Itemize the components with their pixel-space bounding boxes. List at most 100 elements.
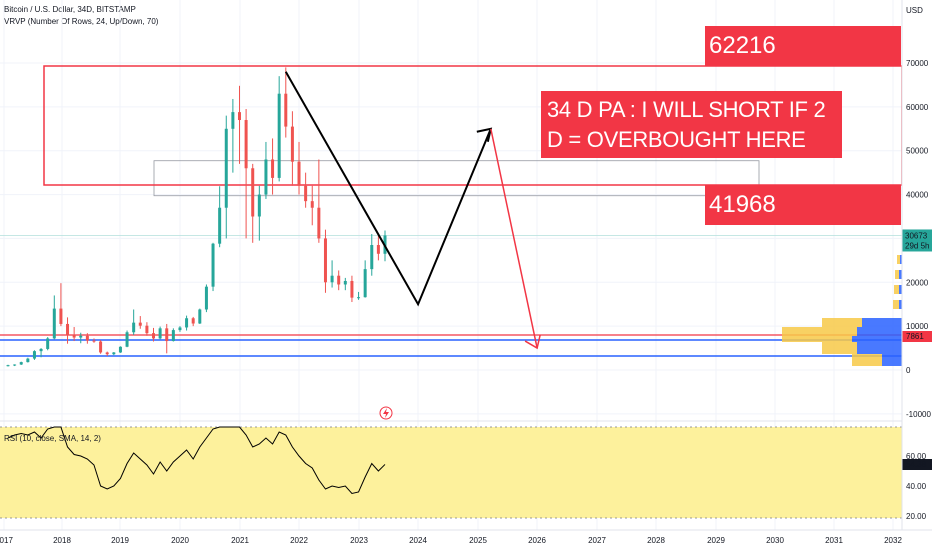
volume-bar-down (857, 342, 902, 354)
candle (257, 194, 261, 217)
candle (290, 126, 294, 162)
volume-bar-down (857, 327, 902, 336)
candle (132, 322, 136, 333)
year-tick-label: 2025 (469, 536, 487, 545)
year-tick-label: 2023 (350, 536, 368, 545)
drawings (284, 71, 541, 350)
volume-profile (782, 255, 902, 366)
indicator-label[interactable]: VRVP (Number Of Rows, 24, Up/Down, 70) (4, 17, 159, 26)
projection-path (284, 71, 492, 307)
lower-price-text: 7861 (906, 332, 924, 341)
candle (198, 309, 202, 324)
price-tick-label: 20000 (906, 278, 929, 287)
top-level-label: 62216 (705, 26, 901, 66)
rsi-tick-label: 20.00 (906, 512, 927, 521)
candle (224, 128, 228, 208)
year-tick-label: 2029 (707, 536, 725, 545)
price-tick-label: 40000 (906, 191, 929, 200)
candle (264, 159, 268, 195)
candle (6, 365, 10, 367)
year-tick-label: 2028 (647, 536, 665, 545)
volume-bar-up (897, 255, 900, 264)
volume-bar-up (782, 336, 852, 342)
candle (52, 308, 56, 339)
time-axis[interactable]: 2017 2018 2019 2020 2021 2022 2023 2024 2025 2026… (0, 529, 932, 550)
candle (99, 341, 103, 353)
current-price-text: 30673 (905, 231, 928, 240)
rsi-value-text: 54.38 (906, 460, 927, 469)
volume-bar-down (882, 354, 902, 366)
candle (112, 352, 116, 355)
candle (105, 352, 109, 355)
candle (304, 185, 308, 202)
volume-bar-up (822, 342, 857, 354)
candle (284, 93, 288, 127)
candle (66, 323, 70, 335)
candle (79, 335, 83, 338)
year-tick-label: 2021 (231, 536, 249, 545)
candle (59, 308, 63, 324)
candle (191, 318, 195, 324)
rsi-tick-label: 60.00 (906, 452, 927, 461)
volume-bar-up (782, 327, 857, 336)
candle (165, 328, 169, 342)
candle (118, 346, 122, 353)
volume-bar-up (822, 318, 862, 327)
grey-box (153, 160, 760, 197)
candle (271, 159, 275, 178)
year-tick-label: 2032 (884, 536, 902, 545)
candle (32, 351, 36, 359)
price-tick-label: 10000 (906, 322, 929, 331)
candle (376, 245, 380, 254)
price-tick-label: 50000 (906, 147, 929, 156)
candle (310, 201, 314, 208)
candle (363, 269, 367, 298)
candle (204, 286, 208, 310)
candle (138, 322, 142, 326)
current-price-tag (902, 229, 932, 252)
year-tick-label: 2017 (0, 536, 13, 545)
candle (46, 338, 50, 349)
candle (19, 362, 23, 365)
candle (357, 297, 361, 299)
candle (125, 332, 129, 347)
volume-bar-down (899, 285, 902, 294)
candle (171, 330, 175, 342)
price-axis[interactable]: 700006000050000400003000020000100000-100… (901, 0, 932, 530)
time-axis-bg (0, 530, 932, 550)
bottom-level-label: 41968 (705, 185, 901, 225)
candle (218, 207, 222, 244)
year-tick-label: 2022 (290, 536, 308, 545)
rsi-tick-label: 40.00 (906, 482, 927, 491)
rsi-value-tag (902, 459, 932, 470)
candle (244, 120, 248, 169)
rsi-band (0, 427, 902, 518)
volume-bar-down (900, 255, 902, 264)
lower-price-tag (902, 331, 932, 342)
chart-header: Bitcoin / U.S. Dollar, 34D, BITSTAMP VRV… (4, 4, 158, 28)
candle (330, 275, 334, 283)
year-tick-label: 2024 (409, 536, 427, 545)
year-tick-label: 2019 (111, 536, 129, 545)
candle (13, 364, 17, 366)
candle (251, 168, 255, 217)
candle (277, 93, 281, 178)
candle (323, 238, 327, 283)
candle (317, 207, 321, 239)
currency-label: USD (906, 6, 923, 15)
candle (211, 243, 215, 287)
lightning-icon[interactable] (379, 406, 393, 420)
volume-bar-up (895, 270, 899, 279)
candle (297, 161, 301, 186)
price-tick-label: -10000 (906, 410, 931, 419)
volume-bar-down (862, 318, 902, 327)
price-tick-label: 60000 (906, 103, 929, 112)
symbol-title[interactable]: Bitcoin / U.S. Dollar, 34D, BITSTAMP (4, 5, 136, 14)
rsi-label[interactable]: RSI (10, close, SMA, 14, 2) (4, 434, 101, 443)
year-tick-label: 2020 (171, 536, 189, 545)
candle (178, 327, 182, 331)
candle (231, 112, 235, 129)
rsi-series (7, 426, 386, 495)
price-axis-bg (902, 0, 932, 530)
